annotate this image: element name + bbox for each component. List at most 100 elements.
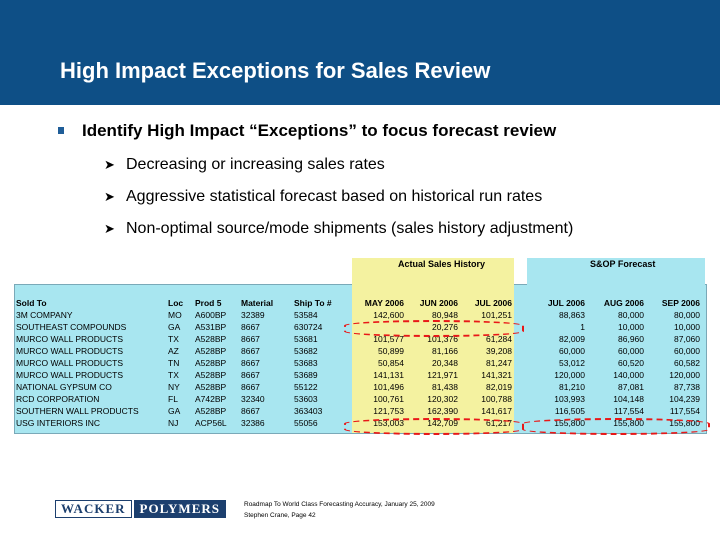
column-header: Prod 5 (195, 298, 222, 308)
table-cell: 104,239 (669, 394, 700, 404)
table-cell: SOUTHEAST COMPOUNDS (16, 322, 127, 332)
table-cell: 8667 (241, 370, 260, 380)
table-cell: A528BP (195, 370, 227, 380)
table-cell: 61,284 (486, 334, 512, 344)
table-cell: 10,000 (618, 322, 644, 332)
table-cell: NY (168, 382, 180, 392)
table-cell: USG INTERIORS INC (16, 418, 101, 428)
column-header: AUG 2006 (603, 298, 644, 308)
table-cell: 3M COMPANY (16, 310, 73, 320)
table-cell: 162,390 (427, 406, 458, 416)
column-header: Sold To (16, 298, 47, 308)
table-cell: 104,148 (613, 394, 644, 404)
table-cell: NJ (168, 418, 179, 428)
sub-bullet-2: ➤ Aggressive statistical forecast based o… (104, 188, 543, 205)
arrow-bullet-icon: ➤ (104, 189, 115, 204)
table-cell: 50,854 (378, 358, 404, 368)
table-row: 3M COMPANY MO A600BP 32389 53584 142,600 80,94… (14, 310, 705, 321)
footer-line-2: Stephen Crane, Page 42 (244, 512, 316, 519)
table-cell: 39,208 (486, 346, 512, 356)
table-cell: 81,247 (486, 358, 512, 368)
table-cell: 141,321 (481, 370, 512, 380)
column-header: Ship To # (294, 298, 332, 308)
table-cell: 101,376 (427, 334, 458, 344)
table-cell: 141,131 (373, 370, 404, 380)
table-cell: 80,000 (618, 310, 644, 320)
highlight-oval (522, 418, 710, 435)
table-cell: GA (168, 406, 181, 416)
table-cell: 60,582 (674, 358, 700, 368)
table-cell: 117,554 (669, 406, 700, 416)
table-cell: RCD CORPORATION (16, 394, 100, 404)
column-header: MAY 2006 (364, 298, 404, 308)
table-cell: 60,000 (618, 346, 644, 356)
table-cell: NATIONAL GYPSUM CO (16, 382, 112, 392)
table-cell: MURCO WALL PRODUCTS (16, 358, 124, 368)
table-cell: 87,060 (674, 334, 700, 344)
table-cell: 87,738 (674, 382, 700, 392)
table-cell: 630724 (294, 322, 323, 332)
table-cell: 121,971 (427, 370, 458, 380)
table-cell: 142,600 (373, 310, 404, 320)
table-row: MURCO WALL PRODUCTS AZ A528BP 8667 53682 50,8… (14, 346, 705, 357)
table-cell: 140,000 (613, 370, 644, 380)
forecast-column-band (527, 258, 705, 433)
table-cell: GA (168, 322, 181, 332)
table-row: MURCO WALL PRODUCTS TN A528BP 8667 53683 50,8… (14, 358, 705, 369)
column-header: JUL 2006 (547, 298, 585, 308)
table-cell: 55056 (294, 418, 318, 428)
column-header: SEP 2006 (661, 298, 700, 308)
table-cell: TX (168, 370, 179, 380)
sales-table: Actual Sales History S&OP Forecast Sold … (14, 258, 710, 435)
table-cell: 120,000 (554, 370, 585, 380)
table-cell: 87,081 (618, 382, 644, 392)
table-cell: 10,000 (674, 322, 700, 332)
highlight-oval (344, 418, 524, 435)
slide-title: High Impact Exceptions for Sales Review (60, 58, 491, 83)
table-cell: 8667 (241, 322, 260, 332)
table-cell: A600BP (195, 310, 227, 320)
table-cell: 1 (580, 322, 585, 332)
title-bar (0, 0, 720, 105)
table-cell: A742BP (195, 394, 227, 404)
table-cell: AZ (168, 346, 179, 356)
table-row: MURCO WALL PRODUCTS TX A528BP 8667 53681 101,… (14, 334, 705, 345)
table-row: MURCO WALL PRODUCTS TX A528BP 8667 53689 141,… (14, 370, 705, 381)
table-cell: 50,899 (378, 346, 404, 356)
table-cell: 81,438 (432, 382, 458, 392)
table-cell: 20,348 (432, 358, 458, 368)
footer-line-1: Roadmap To World Class Forecasting Accur… (244, 501, 435, 508)
table-cell: 82,009 (559, 334, 585, 344)
table-cell: MO (168, 310, 182, 320)
column-header: Material (241, 298, 274, 308)
table-cell: 100,788 (481, 394, 512, 404)
arrow-bullet-icon: ➤ (104, 157, 115, 172)
sub-bullet-1: ➤ Decreasing or increasing sales rates (104, 156, 385, 173)
sub-bullet-3: ➤ Non-optimal source/mode shipments (sale… (104, 220, 574, 237)
table-cell: A528BP (195, 382, 227, 392)
table-cell: 120,302 (427, 394, 458, 404)
table-cell: 60,000 (674, 346, 700, 356)
table-cell: 80,000 (674, 310, 700, 320)
table-cell: 86,960 (618, 334, 644, 344)
table-cell: A528BP (195, 334, 227, 344)
table-cell: 101,496 (373, 382, 404, 392)
table-cell: TX (168, 334, 179, 344)
table-cell: 60,000 (559, 346, 585, 356)
table-cell: 103,993 (554, 394, 585, 404)
table-cell: 53682 (294, 346, 318, 356)
table-cell: 53683 (294, 358, 318, 368)
wacker-polymers-logo: WACKER POLYMERS (55, 500, 226, 518)
table-cell: MURCO WALL PRODUCTS (16, 370, 124, 380)
table-cell: A528BP (195, 406, 227, 416)
table-cell: 141,617 (481, 406, 512, 416)
table-cell: 53603 (294, 394, 318, 404)
table-cell: MURCO WALL PRODUCTS (16, 334, 124, 344)
table-cell: 32389 (241, 310, 265, 320)
table-cell: 53681 (294, 334, 318, 344)
table-cell: 53584 (294, 310, 318, 320)
table-cell: 101,251 (481, 310, 512, 320)
history-column-band (352, 258, 514, 433)
table-cell: 81,210 (559, 382, 585, 392)
table-cell: 8667 (241, 358, 260, 368)
